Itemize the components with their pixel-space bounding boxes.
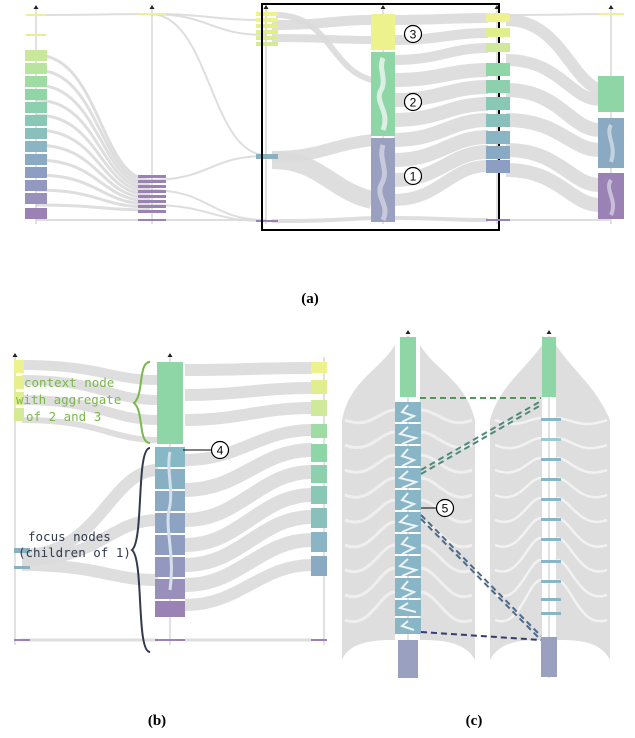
panel-a-axis-arrows [33,5,614,9]
panel-a-column-5 [486,13,510,221]
callout-5: 5 [421,498,455,518]
svg-text:5: 5 [442,502,449,516]
svg-text:4: 4 [217,444,224,458]
callout-4: 4 [183,440,230,460]
focus-nodes-annotation: focus nodes (children of 1) [18,529,131,560]
caption-c: (c) [466,713,483,729]
svg-text:1: 1 [410,170,417,184]
svg-text:2: 2 [410,96,417,110]
caption-a: (a) [301,291,319,307]
caption-b: (b) [148,713,166,729]
svg-text:(children of 1): (children of 1) [18,545,131,560]
svg-text:context node: context node [24,375,114,390]
panel-a-flows [35,12,611,223]
panel-c-axis-arrows [405,330,552,334]
panel-a-column-1 [25,14,47,219]
panel-c-left-column [395,337,421,678]
panel-b: context node with aggregate of 2 and 3 f… [12,353,327,729]
panel-b-axis-arrows [12,353,173,357]
focus-brace [130,447,151,653]
panel-c-dashed-connectors [420,397,542,641]
svg-text:with aggregate: with aggregate [16,392,121,407]
panel-b-right-column [311,362,327,641]
panel-a-column-2 [138,13,166,221]
panel-b-left-column [14,360,30,641]
svg-text:3: 3 [410,28,417,42]
panel-a-central-column [371,14,395,222]
panel-a-column-6 [598,13,624,219]
callout-1: 1 [403,166,423,186]
panel-c-flows [342,345,610,660]
callout-2: 2 [403,92,423,112]
panel-c: 5 (c) [342,330,610,729]
svg-text:of 2 and 3: of 2 and 3 [26,409,101,424]
callout-3: 3 [403,24,423,44]
panel-b-center-column [155,362,185,641]
panel-a: 3 2 1 (a) [25,3,624,307]
panel-c-right-column [541,337,561,677]
panel-b-flows [21,360,313,642]
context-node-annotation: context node with aggregate of 2 and 3 [16,375,121,424]
panel-a-column-3 [256,12,278,222]
svg-text:focus nodes: focus nodes [28,529,111,544]
context-brace [132,361,151,444]
